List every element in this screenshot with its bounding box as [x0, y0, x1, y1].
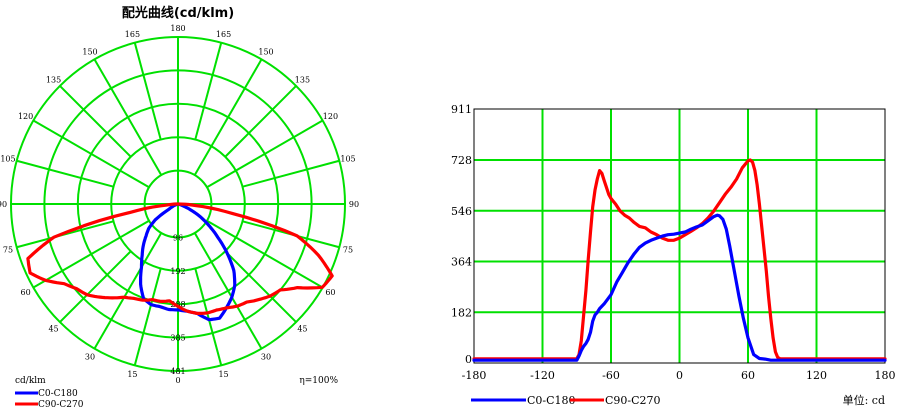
polar-chart-title: 配光曲线(cd/klm) — [122, 5, 234, 21]
cart-x-tick-label: -120 — [530, 369, 555, 382]
polar-spoke — [194, 268, 223, 366]
polar-angle-label: 30 — [85, 352, 95, 361]
polar-angle-label: 15 — [127, 370, 137, 379]
cart-legend-label-c90: C90-C270 — [605, 394, 661, 407]
polar-spoke — [194, 42, 223, 140]
polar-spoke — [193, 232, 263, 350]
polar-legend-label-c0: C0-C180 — [38, 389, 78, 399]
polar-series-c0-c180 — [139, 202, 237, 322]
cartesian-y-tick-labels: 0 182 364 546 728 911 — [451, 103, 472, 366]
polar-angle-label: 150 — [82, 48, 97, 57]
cartesian-x-tick-labels: -180 -120 -60 0 60 120 180 — [462, 369, 896, 382]
cartesian-series — [472, 158, 887, 362]
cart-legend-label-c0: C0-C180 — [527, 394, 576, 407]
cart-frame — [473, 108, 886, 364]
polar-angle-label: 75 — [3, 246, 13, 255]
polar-angle-label: 165 — [125, 30, 140, 39]
polar-angle-label: 30 — [261, 352, 271, 361]
polar-spoke — [133, 268, 162, 366]
polar-spoke — [224, 250, 297, 323]
polar-spoke — [59, 85, 132, 158]
polar-spoke — [206, 219, 324, 289]
cart-x-tick-label: -180 — [462, 369, 487, 382]
cartesian-chart: 0 182 364 546 728 911 -180 -120 -60 0 60 120 180 C0… — [451, 103, 896, 407]
polar-angle-label: 120 — [323, 112, 338, 121]
polar-spoke — [59, 250, 132, 323]
polar-spoke — [32, 219, 150, 289]
polar-angle-label: 75 — [343, 246, 353, 255]
polar-angle-label: 90 — [0, 200, 7, 209]
polar-ring-label: 192 — [170, 267, 185, 276]
polar-angle-label: 45 — [48, 324, 58, 333]
cart-y-tick-label: 364 — [451, 256, 472, 269]
polar-angle-label: 45 — [297, 324, 307, 333]
cart-series-c90-c270 — [472, 158, 887, 361]
polar-spoke — [32, 119, 150, 189]
polar-ring-label: 96 — [173, 233, 183, 242]
cart-x-tick-label: 180 — [875, 369, 896, 382]
polar-angle-label: 0 — [175, 376, 180, 385]
polar-angle-label: 180 — [170, 24, 185, 33]
cartesian-legend: C0-C180 C90-C270 — [471, 394, 661, 407]
cart-y-tick-label: 728 — [451, 154, 472, 167]
polar-spoke — [206, 119, 324, 189]
polar-spoke — [193, 58, 263, 176]
polar-spoke — [224, 85, 297, 158]
polar-ring-label: 481 — [170, 367, 185, 376]
cart-series-c0-c180 — [472, 213, 887, 362]
polar-spoke — [133, 42, 162, 140]
polar-spoke — [93, 232, 163, 350]
cartesian-grid — [473, 108, 886, 364]
polar-angle-label: 135 — [295, 76, 310, 85]
cart-x-tick-label: -60 — [602, 369, 620, 382]
polar-angle-label: 15 — [218, 370, 228, 379]
polar-angle-label: 120 — [18, 112, 33, 121]
cartesian-unit-label: 单位: cd — [843, 393, 885, 407]
polar-ring-label: 385 — [170, 334, 185, 343]
polar-series-c90-c270 — [26, 202, 334, 315]
polar-grid — [10, 36, 346, 372]
cart-x-tick-label: 60 — [741, 369, 755, 382]
polar-efficiency-label: η=100% — [299, 376, 338, 386]
polar-unit-label: cd/klm — [15, 376, 46, 386]
polar-angle-label: 60 — [325, 288, 335, 297]
polar-angle-labels: 1801651651501501351351201201051059090757… — [0, 24, 359, 385]
cart-y-tick-label: 0 — [465, 353, 472, 366]
polar-angle-label: 90 — [349, 200, 359, 209]
polar-spoke — [93, 58, 163, 176]
polar-angle-label: 60 — [20, 288, 30, 297]
cart-y-tick-label: 546 — [451, 205, 472, 218]
polar-legend: C0-C180 C90-C270 — [15, 389, 84, 410]
cart-y-tick-label: 911 — [451, 103, 472, 116]
polar-chart: 配光曲线(cd/klm) 180165165150150135135120120… — [0, 5, 359, 410]
cart-x-tick-label: 120 — [806, 369, 827, 382]
cart-y-tick-label: 182 — [451, 306, 472, 319]
polar-angle-label: 165 — [216, 30, 231, 39]
polar-series — [26, 202, 334, 322]
polar-angle-label: 150 — [258, 48, 273, 57]
polar-angle-label: 135 — [46, 76, 61, 85]
cart-x-tick-label: 0 — [676, 369, 683, 382]
polar-legend-label-c90: C90-C270 — [38, 400, 84, 410]
polar-spoke — [242, 159, 340, 188]
polar-angle-label: 105 — [340, 154, 355, 163]
polar-angle-label: 105 — [0, 154, 15, 163]
polar-spoke — [16, 159, 114, 188]
